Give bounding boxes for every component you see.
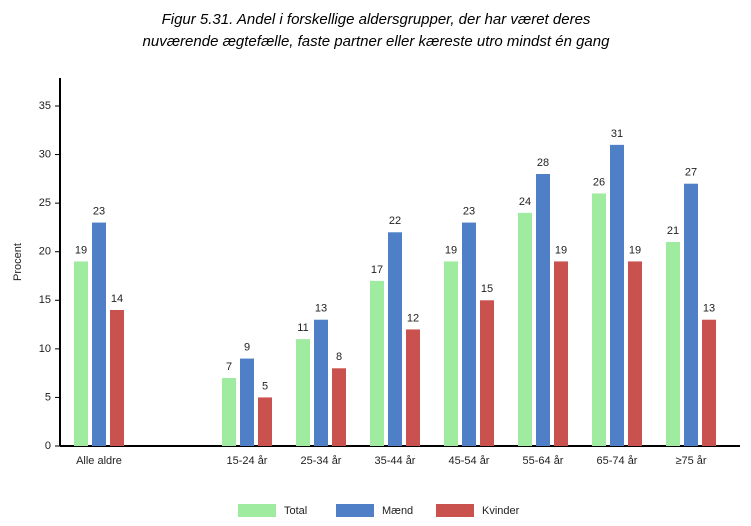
x-tick-label: ≥75 år [675, 455, 706, 467]
value-label: 19 [75, 244, 87, 256]
x-tick-label: 45-54 år [449, 455, 490, 467]
legend-swatch [336, 504, 374, 517]
bar [258, 397, 272, 446]
value-label: 9 [244, 341, 250, 353]
bar [74, 261, 88, 446]
y-tick-label: 20 [39, 246, 51, 258]
bar [610, 144, 624, 446]
value-label: 28 [537, 157, 549, 169]
legend-label: Mænd [382, 505, 413, 517]
bar [702, 319, 716, 446]
value-label: 12 [407, 312, 419, 324]
bar [388, 232, 402, 446]
bar [536, 174, 550, 446]
bar [684, 183, 698, 446]
bar [666, 242, 680, 446]
y-tick-label: 10 [39, 343, 51, 355]
x-tick-label: 65-74 år [597, 455, 638, 467]
value-label: 19 [555, 244, 567, 256]
legend-swatch [238, 504, 276, 517]
legend-swatch [436, 504, 474, 517]
value-label: 7 [226, 361, 232, 373]
x-tick-label: 15-24 år [227, 455, 268, 467]
value-label: 8 [336, 351, 342, 363]
bar [92, 222, 106, 446]
bar [406, 329, 420, 446]
bar [462, 222, 476, 446]
bar [222, 378, 236, 446]
bar [628, 261, 642, 446]
y-tick-label: 35 [39, 100, 51, 112]
bar [480, 300, 494, 446]
value-label: 19 [629, 244, 641, 256]
value-label: 17 [371, 264, 383, 276]
value-label: 22 [389, 215, 401, 227]
x-tick-label: 25-34 år [301, 455, 342, 467]
bar [296, 339, 310, 446]
value-label: 19 [445, 244, 457, 256]
bar [518, 212, 532, 446]
chart-title: nuværende ægtefælle, faste partner eller… [143, 33, 611, 50]
y-tick-label: 5 [45, 391, 51, 403]
y-tick-label: 0 [45, 440, 51, 452]
value-label: 13 [315, 303, 327, 315]
value-label: 26 [593, 176, 605, 188]
bar [332, 368, 346, 446]
value-label: 24 [519, 196, 531, 208]
y-tick-label: 25 [39, 197, 51, 209]
bar [370, 280, 384, 446]
x-tick-label: 55-64 år [523, 455, 564, 467]
value-label: 11 [297, 322, 308, 334]
bar [240, 358, 254, 446]
value-label: 15 [481, 283, 493, 295]
value-label: 5 [262, 380, 268, 392]
value-label: 27 [685, 167, 697, 179]
bar [110, 310, 124, 446]
value-label: 13 [703, 303, 715, 315]
value-label: 23 [463, 205, 475, 217]
legend-label: Total [284, 505, 307, 517]
value-label: 31 [611, 128, 623, 140]
legend-label: Kvinder [482, 505, 520, 517]
bar [444, 261, 458, 446]
bar [314, 319, 328, 446]
chart-title: Figur 5.31. Andel i forskellige aldersgr… [162, 11, 591, 28]
y-tick-label: 15 [39, 294, 51, 306]
value-label: 23 [93, 205, 105, 217]
y-axis-label: Procent [12, 243, 24, 281]
bar [592, 193, 606, 446]
bar [554, 261, 568, 446]
y-tick-label: 30 [39, 148, 51, 160]
x-tick-label: 35-44 år [375, 455, 416, 467]
value-label: 21 [667, 225, 679, 237]
x-tick-label: Alle aldre [76, 455, 122, 467]
value-label: 14 [111, 293, 123, 305]
